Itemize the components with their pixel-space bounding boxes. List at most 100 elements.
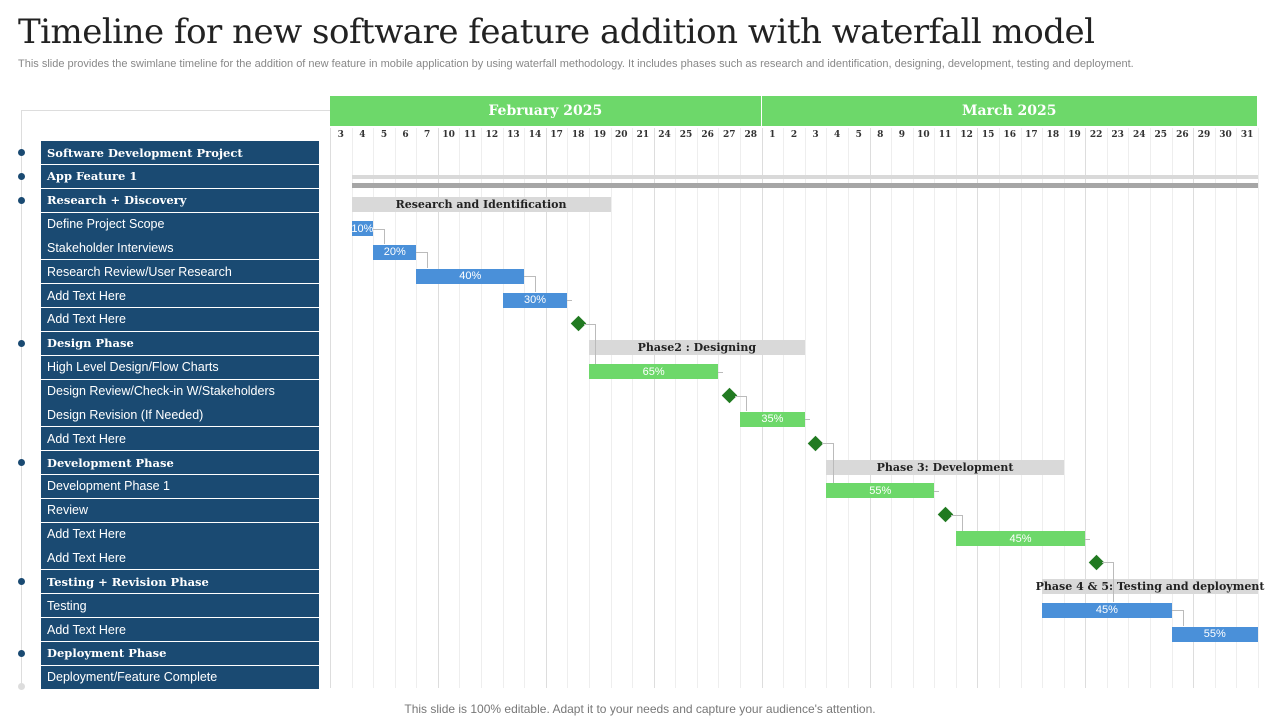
day-gridline (1106, 128, 1108, 688)
day-gridline (524, 128, 526, 688)
day-label: 19 (1068, 130, 1081, 140)
day-label: 28 (744, 130, 758, 140)
day-gridline (891, 128, 893, 688)
feature-summary-bar (351, 183, 1258, 188)
day-gridline (740, 128, 742, 688)
phase-row-label: Design Phase (41, 331, 319, 355)
day-gridline (1020, 128, 1022, 688)
connector-line (951, 514, 964, 531)
connector-line (821, 443, 834, 483)
project-summary-bar (351, 175, 1258, 179)
day-label: 17 (550, 130, 563, 140)
task-row-label: Testing (41, 594, 319, 618)
day-gridline (998, 128, 1000, 688)
day-gridline (761, 128, 763, 688)
day-gridline (783, 128, 785, 688)
day-label: 29 (1197, 130, 1211, 140)
day-label: 27 (722, 130, 736, 140)
day-gridline (718, 128, 720, 688)
day-gridline (588, 128, 590, 688)
connector-line (567, 300, 573, 324)
phase-bar: Research and Identification (351, 197, 611, 213)
day-gridline (1150, 128, 1152, 688)
phase-bar: Phase 3: Development (826, 459, 1064, 475)
task-row-label: Add Text Here (41, 427, 319, 451)
day-label: 4 (833, 130, 841, 140)
task-row-label: Deployment/Feature Complete (41, 665, 319, 689)
phase-row-label: Research + Discovery (41, 188, 319, 212)
day-label: 13 (507, 130, 520, 140)
day-label: 26 (1176, 130, 1189, 140)
connector-line (524, 276, 537, 293)
day-label: 25 (1154, 130, 1168, 140)
task-bar: 10% (351, 221, 374, 237)
timeline-dot (18, 459, 25, 467)
day-gridline (351, 128, 353, 688)
day-label: 25 (679, 130, 693, 140)
task-bar: 45% (1042, 602, 1172, 618)
connector-line (373, 228, 386, 245)
day-gridline (416, 128, 418, 688)
task-bar: 30% (502, 292, 568, 308)
phase-row-label: Deployment Phase (41, 641, 319, 665)
task-bar: 65% (588, 364, 719, 380)
day-gridline (955, 128, 957, 688)
day-gridline (459, 128, 461, 688)
day-gridline (804, 128, 806, 688)
timeline-dot (18, 149, 25, 156)
day-label: 7 (423, 130, 431, 140)
timeline-dot (18, 649, 25, 657)
day-label: 3 (337, 130, 344, 140)
grid-right-border (1257, 128, 1259, 688)
connector-line (584, 323, 597, 364)
day-label: 3 (812, 130, 819, 140)
task-row-label: Design Review/Check-in W/Stakeholders (41, 379, 319, 403)
task-bar: 55% (1171, 626, 1258, 642)
day-label: 6 (402, 130, 409, 140)
month-header: March 2025 (761, 96, 1258, 126)
day-gridline (847, 128, 849, 688)
connector-line (804, 419, 810, 443)
task-row-label: Development Phase 1 (41, 474, 319, 498)
footer-note: This slide is 100% editable. Adapt it to… (404, 702, 876, 716)
day-gridline (1085, 128, 1087, 688)
phase-row-label: Development Phase (41, 451, 319, 475)
day-gridline (567, 128, 569, 688)
timeline-dot (18, 578, 25, 586)
phase-bar: Phase 4 & 5: Testing and deployment (1035, 578, 1265, 594)
task-row-label: Add Text Here (41, 618, 319, 641)
day-label: 12 (485, 130, 499, 140)
day-label: 12 (960, 130, 973, 140)
day-label: 2 (790, 130, 798, 140)
task-bar: 35% (740, 411, 805, 427)
task-bar: 45% (955, 531, 1086, 547)
page-title: Timeline for new software feature additi… (18, 12, 1095, 52)
day-gridline (632, 128, 634, 688)
task-bar: 55% (826, 483, 935, 499)
day-gridline (696, 128, 698, 688)
timeline-dot (18, 339, 25, 347)
connector-line (1171, 610, 1184, 626)
task-row-label: Add Text Here (41, 522, 319, 546)
connector-line (1085, 538, 1091, 563)
phase-bar: Phase2 : Designing (588, 340, 805, 356)
day-gridline (653, 128, 655, 688)
day-label: 17 (1025, 130, 1038, 140)
day-gridline (869, 128, 871, 688)
timeline-dot (18, 196, 25, 204)
month-header: February 2025 (330, 96, 762, 126)
day-label: 5 (855, 130, 862, 140)
day-label: 10 (917, 130, 930, 140)
day-label: 19 (593, 130, 606, 140)
day-gridline (1063, 128, 1065, 688)
day-gridline (1171, 128, 1173, 688)
day-label: 20 (615, 130, 628, 140)
day-gridline (394, 128, 396, 688)
day-label: 11 (463, 130, 477, 140)
day-gridline (912, 128, 914, 688)
task-bar: 20% (373, 244, 417, 260)
day-gridline (481, 128, 483, 688)
task-row-label: High Level Design/Flow Charts (41, 355, 319, 379)
task-row-label: Stakeholder Interviews (41, 236, 319, 260)
task-row-label: Add Text Here (41, 546, 319, 570)
